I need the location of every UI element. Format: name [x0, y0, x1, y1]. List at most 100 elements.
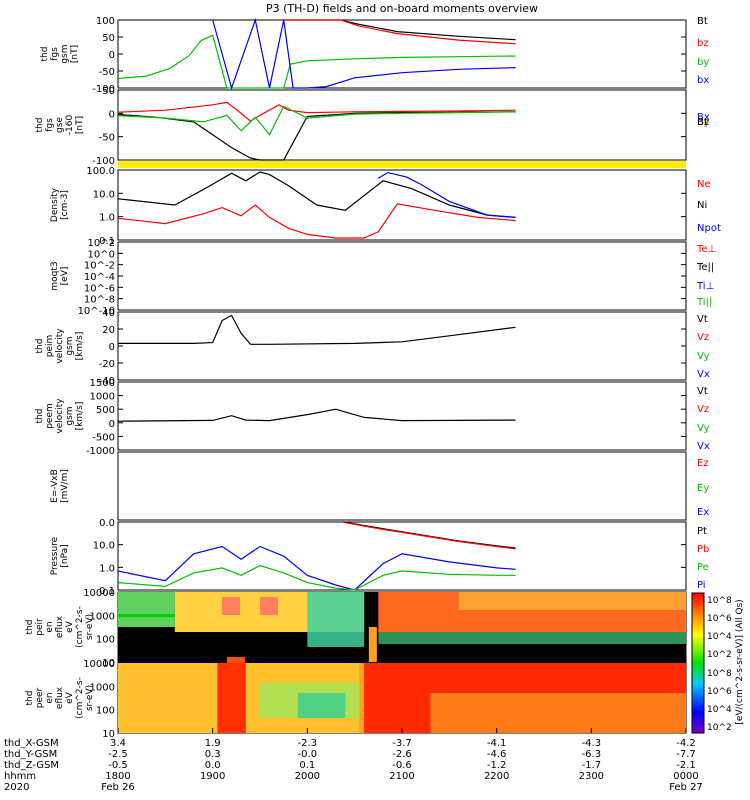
series-Bz — [117, 101, 516, 122]
panel-frame — [117, 381, 687, 451]
y-axis-label: thd — [25, 620, 35, 635]
legend-Vy: Vy — [697, 351, 710, 362]
heatmap-block — [226, 657, 245, 663]
legend-Vt: Vt — [697, 386, 708, 397]
y-tick-label: 10 — [102, 729, 115, 740]
legend-Vx: Vx — [697, 441, 710, 452]
y-axis-label: [mV/m] — [60, 469, 70, 503]
data-availability-bar — [118, 161, 686, 168]
legend-Bt: Bt — [697, 117, 708, 128]
x-row-label: thd_Y-GSM — [4, 749, 57, 760]
heatmap-block — [307, 592, 365, 647]
x-row-value: -7.7 — [676, 749, 696, 760]
x-row-label: hhmm — [4, 771, 36, 782]
legend-Bz: Bz — [697, 117, 709, 128]
y-axis-label: velocity — [55, 398, 65, 434]
x-row-value: 2300 — [579, 771, 604, 782]
series-Bt — [117, 111, 516, 161]
legend-Ez: Ez — [697, 458, 709, 469]
x-row-value: -2.3 — [298, 738, 318, 749]
y-axis-label: (cm^2-s- — [75, 606, 85, 648]
legend-Ti⊥: Ti⊥ — [696, 281, 714, 292]
series-Bt — [283, 19, 516, 41]
legend-Te||: Te|| — [696, 262, 714, 273]
series-by — [117, 34, 516, 89]
y-axis-label: [nT] — [70, 45, 80, 63]
x-row-value: 1900 — [200, 771, 225, 782]
heatmap-block — [458, 592, 686, 610]
y-tick-label: 1.0 — [99, 563, 115, 574]
y-tick-label: 20 — [102, 325, 115, 336]
y-tick-label: -500 — [92, 432, 115, 443]
y-tick-label: 10^-10 — [78, 306, 115, 317]
y-axis-label: en — [45, 692, 55, 703]
y-axis-label: fgs — [45, 118, 55, 132]
heatmap-block — [297, 693, 346, 718]
legend-Bx: Bx — [697, 112, 710, 123]
y-axis-label: Pressure — [50, 536, 60, 575]
y-tick-label: 1000 — [90, 682, 115, 693]
y-axis-label: velocity — [55, 328, 65, 364]
series-By — [117, 105, 516, 136]
panel-frame — [117, 169, 687, 241]
y-tick-label: 10.0 — [93, 189, 115, 200]
heatmap-peer — [118, 657, 686, 733]
y-axis-label: gsm — [65, 406, 75, 425]
panel-frame — [117, 451, 687, 521]
x-row-value: 2200 — [484, 771, 509, 782]
legend-Ni: Ni — [697, 200, 707, 211]
y-axis-label: (cm^2-s- — [75, 677, 85, 719]
heatmap-block — [222, 597, 241, 615]
colorbar-tick-label: 10^2 — [707, 723, 732, 733]
x-row-value: 1800 — [105, 771, 130, 782]
panel-frame — [117, 311, 687, 381]
y-tick-label: 1500 — [90, 378, 115, 389]
colorbar-tick-label: 10^6 — [707, 614, 732, 624]
x-row-value: 2000 — [295, 771, 320, 782]
y-tick-label: 10^0 — [88, 249, 115, 260]
y-tick-label: -40 — [99, 376, 115, 387]
x-row-value: -0.0 — [298, 749, 318, 760]
y-axis-label: thd — [25, 691, 35, 706]
legend-Pi: Pi — [697, 580, 706, 591]
heatmap-block — [260, 597, 278, 615]
y-tick-label: 1000 — [90, 392, 115, 403]
y-tick-label: 40 — [102, 308, 115, 319]
colorbar-tick-label: 10^6 — [707, 687, 732, 697]
y-tick-label: 0.1 — [99, 236, 115, 247]
legend-Pt: Pt — [697, 526, 707, 537]
y-axis-label: eflux — [55, 686, 65, 709]
series-Pt — [343, 521, 516, 549]
y-axis-label: E=-VxB — [50, 469, 60, 503]
x-row-value: -2.6 — [392, 749, 412, 760]
colorbar-tick-label: 10^8 — [707, 596, 732, 606]
y-tick-label: 10^-4 — [84, 272, 115, 283]
legend-Vz: Vz — [697, 332, 709, 343]
y-axis-label: [nT] — [75, 116, 85, 134]
y-axis-label: peer — [35, 687, 45, 708]
y-tick-label: 10^-8 — [84, 295, 115, 306]
x-row-value: Feb 26 — [101, 782, 135, 793]
x-row-value: 0000 — [673, 771, 698, 782]
colorbar-tick-label: 10^4 — [707, 705, 732, 715]
y-tick-label: 50 — [102, 86, 115, 97]
x-row-value: -4.2 — [676, 738, 696, 749]
legend-by: by — [697, 57, 709, 68]
x-row-value: 0.3 — [205, 749, 221, 760]
y-tick-label: 50 — [102, 33, 115, 44]
y-axis-label: Density — [50, 187, 60, 222]
x-row-value: 1.9 — [205, 738, 221, 749]
x-row-value: -0.5 — [108, 760, 128, 771]
x-row-value: 0.0 — [205, 760, 221, 771]
y-axis-label: gse — [55, 117, 65, 133]
y-tick-label: 0 — [109, 50, 115, 61]
y-tick-label: -20 — [99, 359, 115, 370]
panel-temp: 10^210^010^-210^-410^-610^-810^-10 moqt3[… — [50, 238, 716, 317]
series-Pe — [117, 564, 516, 591]
y-axis-label: [eV] — [60, 267, 70, 286]
legend-Vt: Vt — [697, 314, 708, 325]
colorbar-label: [eV/(cm^2-s-sr-eV)] (All Qs) — [735, 599, 745, 724]
panel-pressure: 0.0 10.0 1.0 0.1 Pressure [nPa] Pt Pb Pe Pi — [50, 518, 709, 597]
heatmap-block — [368, 627, 377, 662]
